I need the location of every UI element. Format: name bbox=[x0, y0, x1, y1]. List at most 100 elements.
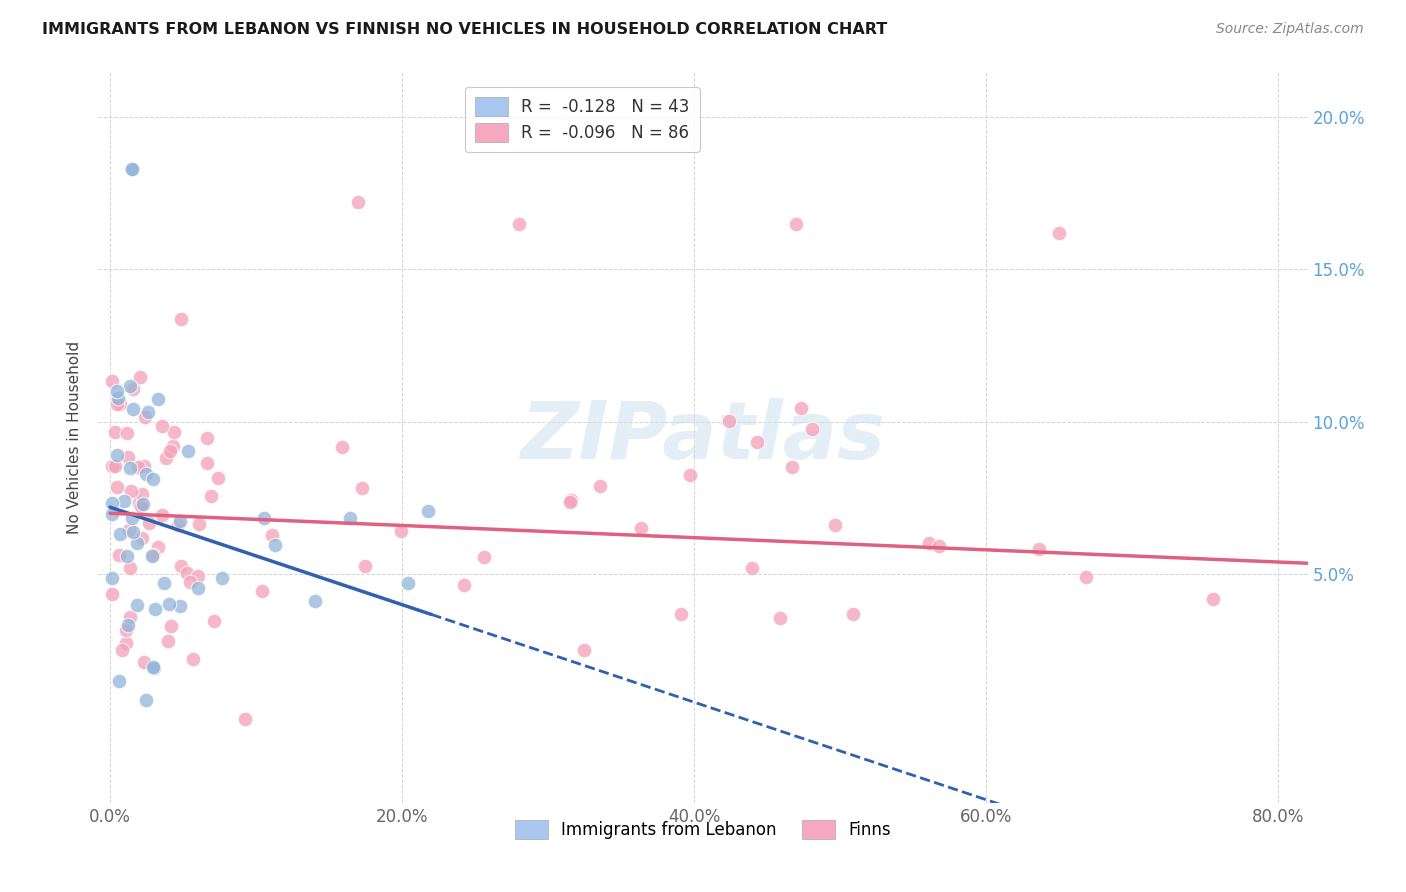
Point bbox=[304, 594, 326, 608]
Point bbox=[121, 382, 143, 396]
Point bbox=[187, 517, 209, 532]
Point bbox=[115, 425, 138, 440]
Point bbox=[150, 419, 173, 434]
Point bbox=[1047, 226, 1070, 240]
Point bbox=[104, 425, 127, 440]
Point bbox=[104, 458, 127, 473]
Point bbox=[1028, 541, 1050, 556]
Point bbox=[589, 479, 612, 493]
Point bbox=[121, 402, 143, 417]
Point bbox=[187, 568, 209, 582]
Point bbox=[717, 413, 740, 427]
Point bbox=[169, 514, 191, 528]
Point bbox=[339, 510, 361, 524]
Point bbox=[162, 439, 184, 453]
Point bbox=[263, 538, 285, 552]
Point bbox=[101, 496, 124, 510]
Point bbox=[143, 661, 166, 675]
Point bbox=[128, 496, 150, 510]
Point bbox=[129, 370, 152, 384]
Point bbox=[125, 598, 148, 612]
Point bbox=[131, 532, 153, 546]
Point bbox=[136, 405, 159, 419]
Point bbox=[120, 379, 142, 393]
Text: ZIPatlas: ZIPatlas bbox=[520, 398, 886, 476]
Point bbox=[780, 459, 803, 474]
Point bbox=[330, 441, 353, 455]
Point bbox=[347, 195, 370, 210]
Point bbox=[146, 541, 169, 555]
Point bbox=[121, 510, 143, 524]
Point bbox=[146, 392, 169, 407]
Point bbox=[163, 425, 186, 440]
Point bbox=[112, 493, 135, 508]
Point bbox=[108, 397, 131, 411]
Point bbox=[100, 375, 122, 389]
Point bbox=[195, 456, 218, 470]
Point bbox=[800, 422, 823, 436]
Point bbox=[842, 607, 865, 621]
Point bbox=[121, 161, 143, 176]
Point bbox=[179, 575, 201, 590]
Point bbox=[125, 535, 148, 549]
Point bbox=[101, 571, 124, 585]
Point bbox=[122, 524, 145, 539]
Point bbox=[118, 610, 141, 624]
Point bbox=[100, 508, 122, 522]
Point bbox=[260, 528, 283, 542]
Point bbox=[142, 548, 165, 562]
Point bbox=[120, 561, 142, 575]
Point bbox=[117, 617, 139, 632]
Point bbox=[790, 401, 813, 416]
Point bbox=[167, 517, 190, 532]
Point bbox=[143, 602, 166, 616]
Point bbox=[107, 391, 129, 405]
Point bbox=[181, 652, 204, 666]
Point bbox=[132, 655, 155, 669]
Point bbox=[669, 607, 692, 621]
Point bbox=[155, 451, 177, 466]
Point bbox=[108, 549, 131, 563]
Point bbox=[195, 431, 218, 445]
Point bbox=[108, 526, 131, 541]
Point bbox=[152, 575, 174, 590]
Point bbox=[416, 503, 439, 517]
Point bbox=[134, 410, 156, 425]
Point bbox=[157, 633, 180, 648]
Point bbox=[142, 660, 165, 674]
Point bbox=[111, 643, 134, 657]
Point bbox=[745, 434, 768, 449]
Point bbox=[120, 484, 142, 499]
Point bbox=[824, 517, 846, 532]
Point bbox=[785, 217, 807, 231]
Point bbox=[170, 559, 193, 574]
Text: IMMIGRANTS FROM LEBANON VS FINNISH NO VEHICLES IN HOUSEHOLD CORRELATION CHART: IMMIGRANTS FROM LEBANON VS FINNISH NO VE… bbox=[42, 22, 887, 37]
Point bbox=[679, 467, 702, 482]
Legend: Immigrants from Lebanon, Finns: Immigrants from Lebanon, Finns bbox=[508, 814, 898, 846]
Point bbox=[118, 523, 141, 537]
Point bbox=[1202, 592, 1225, 607]
Point bbox=[354, 559, 377, 574]
Point bbox=[200, 489, 222, 503]
Point bbox=[207, 471, 229, 485]
Point bbox=[396, 575, 419, 590]
Point bbox=[560, 492, 582, 507]
Point bbox=[114, 623, 136, 637]
Point bbox=[169, 599, 191, 614]
Point bbox=[115, 636, 138, 650]
Point bbox=[127, 460, 149, 475]
Point bbox=[150, 508, 173, 523]
Point bbox=[107, 384, 129, 399]
Point bbox=[105, 396, 128, 410]
Text: Source: ZipAtlas.com: Source: ZipAtlas.com bbox=[1216, 22, 1364, 37]
Point bbox=[917, 536, 939, 550]
Point bbox=[630, 521, 652, 535]
Point bbox=[176, 566, 198, 581]
Point bbox=[108, 673, 131, 688]
Point bbox=[350, 481, 373, 495]
Point bbox=[120, 461, 142, 475]
Point bbox=[474, 549, 496, 564]
Point bbox=[741, 561, 763, 575]
Point bbox=[132, 497, 155, 511]
Point bbox=[105, 449, 128, 463]
